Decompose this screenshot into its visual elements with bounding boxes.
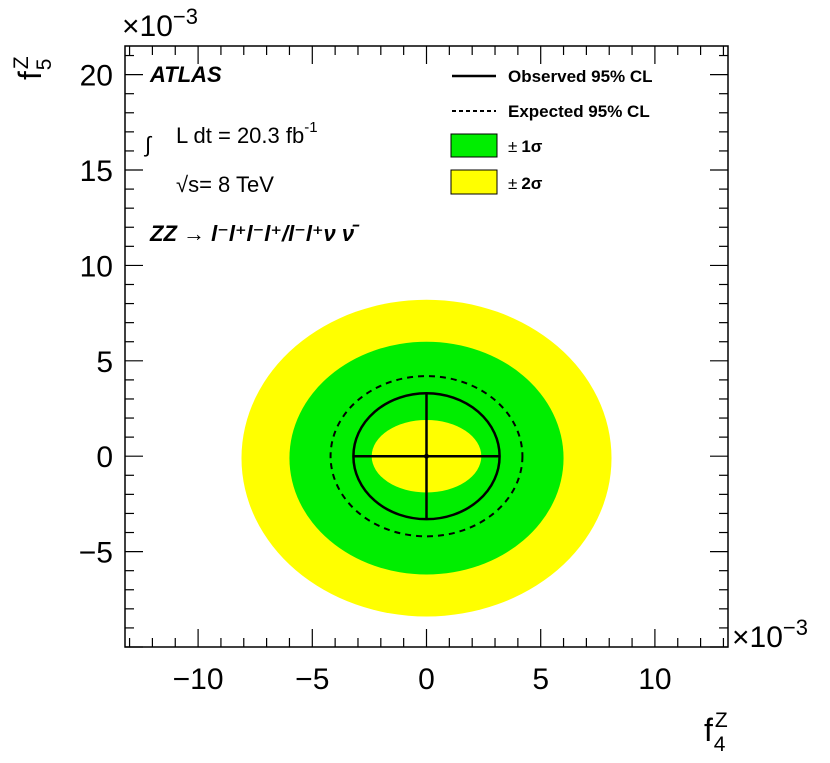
integral-sign: ∫ <box>143 132 153 157</box>
legend-two-sigma-label: ±2σ <box>508 174 543 193</box>
y-tick-label: 5 <box>96 346 113 379</box>
process-label: ZZ → l⁻l⁺l⁻l⁺/l⁻l⁺ν ν̄ <box>149 221 360 246</box>
y-axis-title: fZ5 <box>10 56 56 80</box>
legend-one-sigma-swatch <box>450 133 498 158</box>
y-tick-label: 20 <box>80 60 113 93</box>
energy-label: √s= 8 TeV <box>176 172 274 197</box>
x-tick-label: 0 <box>418 663 435 696</box>
y-tick-label: 0 <box>96 441 113 474</box>
svg-text:fZ5: fZ5 <box>10 56 56 80</box>
x-axis-title: fZ 4 <box>704 709 728 756</box>
legend-observed-label: Observed 95% CL <box>508 67 653 86</box>
legend-one-sigma-label: ±1σ <box>508 137 543 156</box>
x-tick-label: −5 <box>295 663 329 696</box>
y-tick-label: −5 <box>79 537 113 570</box>
y-scale-factor: ×10−3 <box>122 4 198 43</box>
y-tick-label: 15 <box>80 155 113 188</box>
best-fit-point <box>424 453 429 459</box>
legend-expected-label: Expected 95% CL <box>508 102 650 121</box>
luminosity-label: L dt = 20.3 fb-1 <box>176 119 318 148</box>
legend: Observed 95% CL Expected 95% CL ±1σ ±2σ <box>450 67 653 195</box>
y-tick-label: 10 <box>80 250 113 283</box>
tick-labels: −10 −5 0 5 10 −5 0 5 10 15 20 <box>79 60 672 696</box>
experiment-label: ATLAS <box>149 62 222 87</box>
x-tick-label: 10 <box>638 663 671 696</box>
axis-ticks <box>125 46 728 648</box>
plot-area <box>241 299 612 617</box>
x-tick-label: −10 <box>173 663 224 696</box>
legend-two-sigma-swatch <box>450 169 498 195</box>
expected-contour <box>329 375 524 538</box>
x-tick-label: 5 <box>532 663 549 696</box>
x-scale-factor: ×10−3 <box>732 615 808 654</box>
